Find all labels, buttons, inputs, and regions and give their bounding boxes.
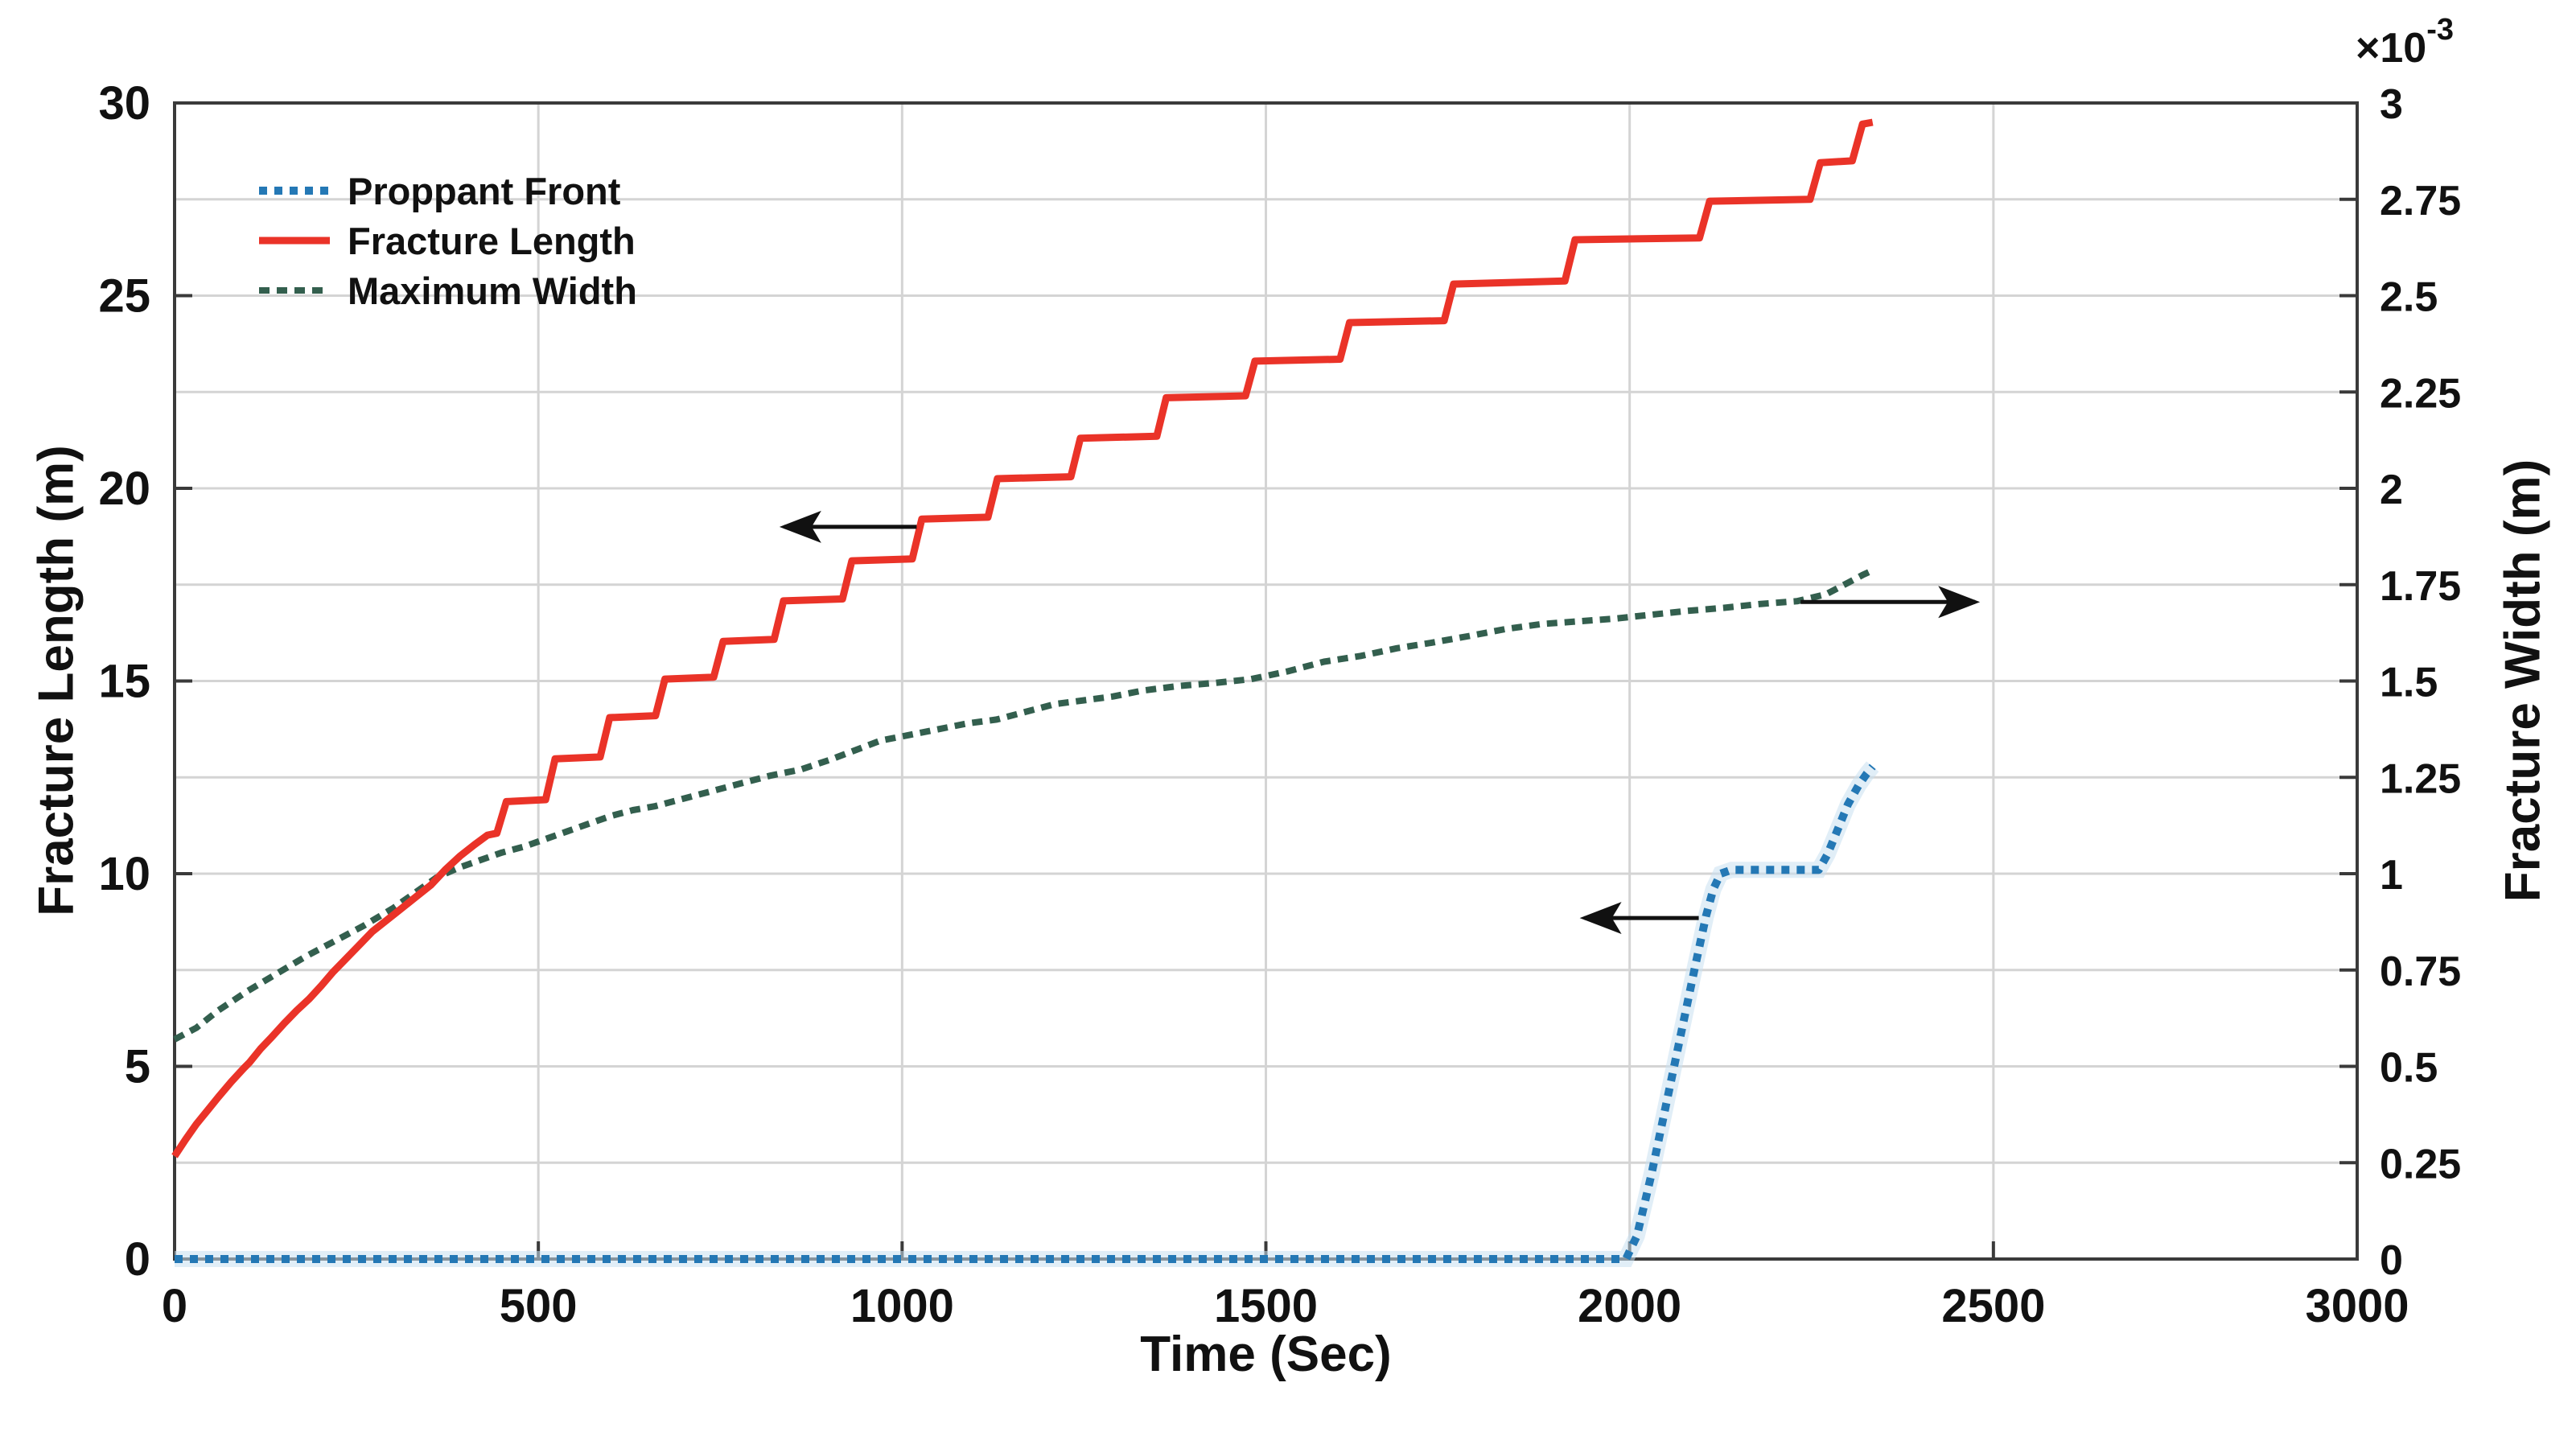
right-tick-label-1.75: 1.75 xyxy=(2380,563,2461,610)
x-tick-label-0: 0 xyxy=(162,1280,187,1332)
fracture-length-line xyxy=(171,118,1874,1158)
left-tick-label-15: 15 xyxy=(98,656,150,708)
x-tick-label-1000: 1000 xyxy=(850,1280,954,1332)
left-tick-label-30: 30 xyxy=(98,77,150,130)
right-tick-label-2.5: 2.5 xyxy=(2380,274,2438,321)
proppant-front-line xyxy=(175,763,1876,1263)
proppant-front-halo xyxy=(175,761,1879,1267)
legend-label-fracture-length: Fracture Length xyxy=(348,219,636,262)
left-tick-label-5: 5 xyxy=(125,1041,150,1093)
right-axis-exponent-label: ×10-3 xyxy=(2356,13,2454,72)
left-y-axis-title: Fracture Length (m) xyxy=(28,445,84,916)
fracture-length-line-swatch xyxy=(257,232,331,249)
legend-item-fracture-length: Fracture Length xyxy=(257,216,637,265)
legend-label-maximum-width: Maximum Width xyxy=(348,269,637,312)
legend-item-proppant-front: Proppant Front xyxy=(257,166,637,216)
tick-labels: 0 500 1000 1500 2000 2500 300005101520253000.2… xyxy=(98,77,2461,1332)
left-tick-label-10: 10 xyxy=(98,848,150,900)
exponent-power: -3 xyxy=(2426,13,2455,47)
x-tick-label-500: 500 xyxy=(500,1280,578,1332)
right-tick-label-0.75: 0.75 xyxy=(2380,948,2461,995)
axis-pointer-arrows xyxy=(779,510,1981,935)
x-tick-label-3000: 3000 xyxy=(2305,1280,2409,1332)
right-tick-label-3: 3 xyxy=(2380,81,2403,128)
x-tick-label-2500: 2500 xyxy=(1941,1280,2045,1332)
x-axis-title: Time (Sec) xyxy=(1140,1327,1392,1382)
right-tick-label-0.25: 0.25 xyxy=(2380,1141,2461,1187)
maximum-width-line-swatch xyxy=(257,282,331,299)
right-tick-label-1.25: 1.25 xyxy=(2380,755,2461,802)
left-tick-label-20: 20 xyxy=(98,463,150,515)
legend: Proppant Front Fracture Length Maximum W… xyxy=(257,166,637,315)
x-tick-label-2000: 2000 xyxy=(1578,1280,1681,1332)
right-tick-label-2: 2 xyxy=(2380,467,2403,513)
right-tick-label-1: 1 xyxy=(2380,852,2403,899)
proppant-front-line-swatch xyxy=(257,182,331,200)
right-tick-label-2.25: 2.25 xyxy=(2380,370,2461,417)
right-tick-label-1.5: 1.5 xyxy=(2380,660,2438,706)
exponent-base: ×10 xyxy=(2356,25,2427,72)
left-tick-label-0: 0 xyxy=(125,1233,150,1286)
gridlines xyxy=(175,103,2357,1259)
left-tick-label-25: 25 xyxy=(98,270,150,323)
right-tick-label-2.75: 2.75 xyxy=(2380,178,2461,224)
legend-label-proppant-front: Proppant Front xyxy=(348,169,621,212)
data-series xyxy=(171,118,1879,1267)
right-tick-label-0: 0 xyxy=(2380,1237,2403,1284)
right-tick-label-0.5: 0.5 xyxy=(2380,1045,2438,1092)
right-y-axis-title: Fracture Width (m) xyxy=(2495,459,2551,903)
x-tick-label-1500: 1500 xyxy=(1214,1280,1318,1332)
legend-item-maximum-width: Maximum Width xyxy=(257,265,637,315)
